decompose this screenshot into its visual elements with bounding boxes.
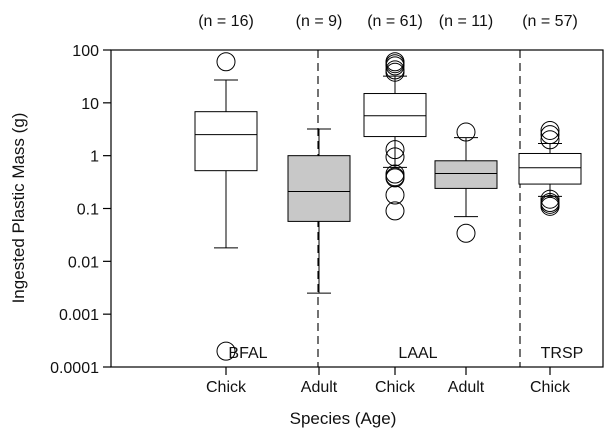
outlier-point [385,185,405,205]
outlier-point [385,62,405,82]
box [194,111,258,172]
box [434,160,498,189]
outlier-point [385,140,405,160]
outlier-point [540,196,560,216]
box [518,152,582,185]
plot-area-frame [110,49,604,368]
x-tick-label: Chick [206,379,247,396]
outlier-point [385,201,405,221]
outlier-point [385,56,405,76]
outlier-point [540,194,560,214]
y-tick-label: 10 [81,96,99,113]
outlier-point [540,189,560,209]
y-tick-label: 1 [90,149,99,166]
y-tick-label: 0.001 [59,307,99,324]
y-tick-label: 0.0001 [50,360,99,377]
group-label: BFAL [228,345,267,362]
x-tick-label: Adult [301,379,338,396]
group-label: TRSP [541,345,584,362]
sample-size-label: (n = 11) [439,13,493,30]
box [287,155,351,222]
sample-size-label: (n = 9) [296,13,343,30]
x-axis-title: Species (Age) [290,409,397,428]
outlier-point [540,130,560,150]
y-tick-label: 0.1 [77,202,99,219]
outlier-point [456,122,476,142]
outlier-point [216,341,236,361]
outlier-point [385,147,405,167]
x-tick-label: Chick [530,379,571,396]
sample-size-label: (n = 16) [198,13,254,30]
sample-size-label: (n = 57) [522,13,578,30]
x-tick-label: Adult [448,379,485,396]
outlier-point [216,52,236,72]
y-tick-label: 100 [72,43,99,60]
outlier-point [385,52,405,72]
sample-size-label: (n = 61) [367,13,423,30]
x-tick-label: Chick [375,379,416,396]
outlier-point [540,125,560,145]
y-axis-title: Ingested Plastic Mass (g) [9,113,28,304]
outlier-point [456,223,476,243]
outlier-point [540,120,560,140]
outlier-point [385,168,405,188]
group-label: LAAL [398,345,437,362]
box [363,93,427,138]
y-tick-label: 0.01 [68,254,99,271]
